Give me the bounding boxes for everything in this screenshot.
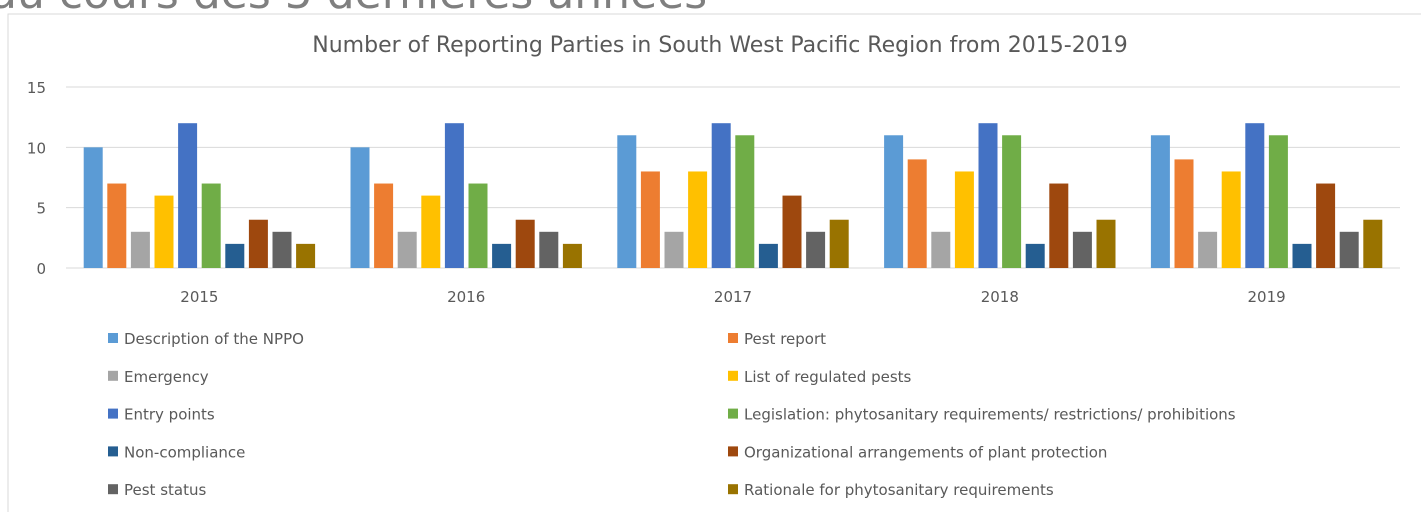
x-tick-label: 2015	[180, 288, 218, 306]
y-tick-label: 10	[27, 139, 46, 157]
bar	[664, 231, 684, 268]
bar	[1096, 219, 1116, 268]
bar	[1268, 135, 1288, 268]
bar	[954, 171, 974, 268]
bar	[931, 231, 951, 268]
bar	[397, 231, 417, 268]
x-tick-label: 2018	[981, 288, 1019, 306]
y-tick-label: 15	[27, 79, 46, 97]
bar	[711, 123, 731, 268]
bar	[884, 135, 904, 268]
bar	[421, 195, 441, 268]
legend-swatch	[728, 446, 738, 457]
bar	[492, 243, 512, 268]
bar	[640, 171, 660, 268]
legend-swatch	[728, 408, 738, 419]
legend-label: Pest report	[744, 330, 826, 348]
legend-label: Pest status	[124, 481, 206, 499]
bar	[1292, 243, 1312, 268]
legend-label: List of regulated pests	[744, 368, 912, 386]
chart-title: Number of Reporting Parties in South Wes…	[312, 33, 1127, 58]
x-tick-label: 2016	[447, 288, 485, 306]
legend-swatch	[728, 333, 738, 343]
legend-label: Legislation: phytosanitary requirements/…	[744, 406, 1236, 424]
legend-swatch	[728, 370, 738, 381]
legend-swatch	[108, 446, 118, 457]
bar	[1049, 183, 1069, 268]
bar	[350, 147, 370, 268]
bar	[248, 219, 268, 268]
bar	[130, 231, 150, 268]
bar	[1072, 231, 1092, 268]
bar	[374, 183, 394, 268]
legend-swatch	[108, 333, 118, 343]
bar	[83, 147, 103, 268]
legend-label: Non-compliance	[124, 443, 245, 461]
bar	[154, 195, 174, 268]
bar	[1221, 171, 1241, 268]
bar	[225, 243, 245, 268]
legend-label: Emergency	[124, 368, 209, 386]
bar	[758, 243, 778, 268]
bar	[178, 123, 198, 268]
bar	[1316, 183, 1336, 268]
legend-label: Organizational arrangements of plant pro…	[744, 443, 1107, 461]
bar	[1174, 159, 1194, 268]
bar	[1002, 135, 1022, 268]
legend-swatch	[108, 370, 118, 381]
bar	[1339, 231, 1359, 268]
bar	[539, 231, 559, 268]
bar	[829, 219, 849, 268]
x-tick-label: 2017	[714, 288, 752, 306]
bar	[468, 183, 488, 268]
bar	[1025, 243, 1045, 268]
bar	[444, 123, 464, 268]
x-tick-label: 2019	[1248, 288, 1286, 306]
bar	[1150, 135, 1170, 268]
bar	[296, 243, 316, 268]
legend-swatch	[108, 484, 118, 495]
legend-label: Description of the NPPO	[124, 330, 304, 348]
legend-label: Entry points	[124, 406, 215, 424]
bar	[688, 171, 708, 268]
bar	[107, 183, 127, 268]
bar	[515, 219, 535, 268]
bar	[978, 123, 998, 268]
bar	[1245, 123, 1265, 268]
bar	[201, 183, 221, 268]
bar	[272, 231, 292, 268]
bar	[617, 135, 637, 268]
bar	[562, 243, 582, 268]
bar	[1198, 231, 1218, 268]
y-tick-label: 5	[36, 200, 46, 218]
y-tick-label: 0	[36, 260, 46, 278]
bar	[806, 231, 826, 268]
legend-label: Rationale for phytosanitary requirements	[744, 481, 1054, 499]
legend-swatch	[728, 484, 738, 495]
bar	[907, 159, 927, 268]
legend-swatch	[108, 408, 118, 419]
bar	[782, 195, 802, 268]
bar	[1363, 219, 1383, 268]
bar	[735, 135, 755, 268]
